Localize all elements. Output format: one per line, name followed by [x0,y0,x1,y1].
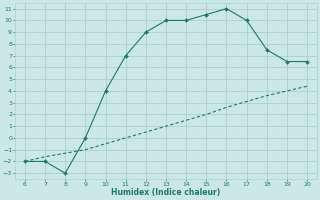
X-axis label: Humidex (Indice chaleur): Humidex (Indice chaleur) [111,188,220,197]
